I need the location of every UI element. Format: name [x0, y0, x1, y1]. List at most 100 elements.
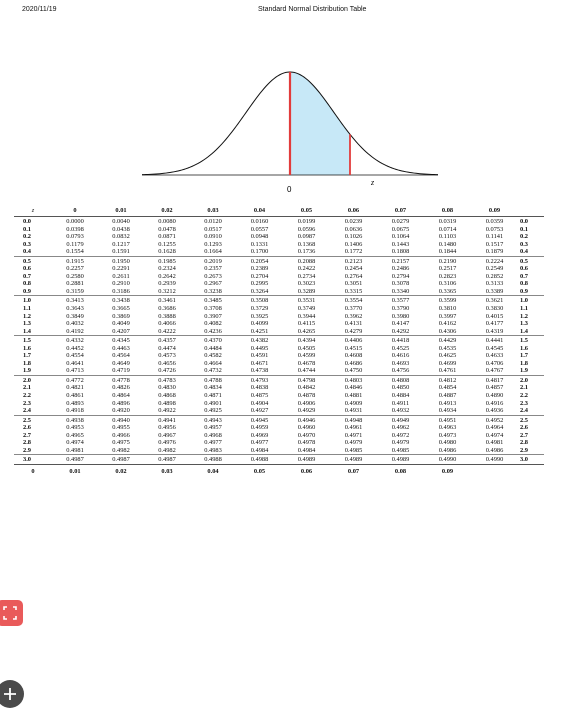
- probability-cell: 0.3159: [52, 287, 98, 297]
- probability-cell: 0.4591: [250, 352, 269, 360]
- probability-cell: 0.3869: [112, 312, 130, 320]
- probability-cell: 0.3888: [158, 312, 176, 320]
- table-row: 2.0 0.4772 0.4778 0.4783 0.4788 0.4793 0.4798 0…: [14, 375, 544, 384]
- table-row: 2.5 0.4938 0.4940 0.4941 0.4943 0.4945 0.4946 0…: [14, 415, 544, 424]
- probability-cell: 0.2611: [112, 272, 130, 280]
- probability-cell: 0.4980: [438, 439, 457, 447]
- probability-cell: 0.3729: [250, 305, 269, 313]
- z-value: 1.1: [23, 305, 31, 313]
- probability-cell: 0.2088: [297, 257, 316, 265]
- table-row: 2.6 0.4953 0.4955 0.4956 0.4957 0.4959 0.4960 0…: [14, 424, 544, 432]
- probability-cell: 0.1844: [424, 248, 471, 257]
- probability-cell: 0.0871: [158, 233, 176, 241]
- probability-cell: 0.4927: [236, 407, 283, 416]
- probability-cell: 0.1985: [158, 257, 176, 265]
- probability-cell: 0.4875: [250, 392, 269, 400]
- fit-screen-button[interactable]: [0, 600, 23, 626]
- probability-cell: 0.4744: [283, 367, 330, 376]
- probability-cell: 0.4961: [344, 424, 363, 432]
- probability-cell: 0.4977: [204, 439, 222, 447]
- probability-cell: 0.3051: [344, 280, 363, 288]
- probability-cell: 0.3997: [438, 312, 457, 320]
- probability-cell: 0.0398: [66, 225, 84, 233]
- probability-cell: 0.4147: [391, 320, 410, 328]
- probability-cell: 0.4788: [204, 376, 222, 384]
- column-footer: 0.07: [330, 463, 377, 478]
- probability-cell: 0.2454: [344, 265, 363, 273]
- probability-cell: 0.4911: [391, 399, 410, 407]
- probability-cell: 0.3438: [112, 297, 130, 305]
- probability-cell: 0.1808: [377, 248, 424, 257]
- probability-cell: 0.4821: [66, 384, 84, 392]
- probability-cell: 0.4693: [391, 359, 410, 367]
- probability-cell: 0.2190: [438, 257, 457, 265]
- probability-cell: 0.4812: [438, 376, 457, 384]
- probability-cell: 0.4418: [391, 337, 410, 345]
- table-footer-row: 0 0.01 0.02 0.03 0.04 0.05 0.06 0.07 0.0…: [14, 463, 544, 478]
- probability-cell: 0.3708: [204, 305, 222, 313]
- probability-cell: 0.0000: [66, 218, 84, 225]
- column-header: 0: [52, 204, 98, 217]
- probability-cell: 0.4582: [204, 352, 222, 360]
- z-value: 0.4: [14, 248, 52, 257]
- column-header: 0.02: [144, 204, 190, 217]
- probability-cell: 0.2939: [158, 280, 176, 288]
- add-button[interactable]: [0, 680, 24, 708]
- probability-cell: 0.1591: [98, 248, 144, 257]
- probability-cell: 0.0636: [344, 225, 363, 233]
- z-value-right: 1.7: [520, 352, 528, 360]
- probability-cell: 0.4963: [438, 424, 457, 432]
- probability-cell: 0.4406: [344, 337, 363, 345]
- probability-cell: 0.4962: [391, 424, 410, 432]
- z-value-right: 2.2: [520, 392, 528, 400]
- column-footer: 0.09: [424, 463, 471, 478]
- probability-cell: 0.4986: [471, 446, 518, 456]
- probability-cell: 0.4793: [250, 376, 269, 384]
- column-header: 0.05: [283, 204, 330, 217]
- z-value: 0.3: [23, 240, 31, 248]
- probability-cell: 0.3365: [424, 287, 471, 297]
- probability-cell: 0.4985: [330, 446, 377, 456]
- probability-cell: 0.4192: [52, 327, 98, 337]
- z-value: 1.7: [23, 352, 31, 360]
- z-value-right: 0.3: [520, 240, 528, 248]
- probability-cell: 0.4925: [190, 407, 236, 416]
- probability-cell: 0.2823: [438, 272, 457, 280]
- probability-cell: 0.3810: [438, 305, 457, 313]
- probability-cell: 0.4964: [485, 424, 504, 432]
- probability-cell: 0.0832: [112, 233, 130, 241]
- probability-cell: 0.4864: [112, 392, 130, 400]
- probability-cell: 0.4969: [250, 431, 269, 439]
- probability-cell: 0.4881: [344, 392, 363, 400]
- probability-cell: 0.4884: [391, 392, 410, 400]
- probability-cell: 0.4535: [438, 344, 457, 352]
- normal-curve-figure: 0 z: [140, 40, 440, 205]
- probability-cell: 0.1255: [158, 240, 176, 248]
- probability-cell: 0.1026: [344, 233, 363, 241]
- table-row: 2.4 0.4918 0.4920 0.4922 0.4925 0.4927 0.4929 0…: [14, 407, 544, 416]
- probability-cell: 0.4817: [485, 376, 504, 384]
- z-axis-label: z: [370, 178, 375, 187]
- probability-cell: 0.3389: [471, 287, 518, 297]
- column-header: 0.07: [377, 204, 424, 217]
- probability-cell: 0.2995: [250, 280, 269, 288]
- probability-cell: 0.2549: [485, 265, 504, 273]
- probability-cell: 0.4850: [391, 384, 410, 392]
- probability-cell: 0.4686: [344, 359, 363, 367]
- column-footer: 0.05: [236, 463, 283, 478]
- probability-cell: 0.1103: [438, 233, 457, 241]
- z-value-right: 2.1: [520, 384, 528, 392]
- probability-cell: 0.4761: [424, 367, 471, 376]
- probability-cell: 0.4970: [297, 431, 316, 439]
- probability-cell: 0.4968: [204, 431, 222, 439]
- probability-cell: 0.4474: [158, 344, 176, 352]
- probability-cell: 0.4871: [204, 392, 222, 400]
- z-value: 0.1: [23, 225, 31, 233]
- probability-cell: 0.2324: [158, 265, 176, 273]
- probability-cell: 0.4032: [66, 320, 84, 328]
- probability-cell: 0.4938: [66, 416, 84, 424]
- probability-cell: 0.4929: [283, 407, 330, 416]
- z-value: 2.4: [14, 407, 52, 416]
- z-value: 2.6: [23, 424, 31, 432]
- table-row: 0.4 0.1554 0.1591 0.1628 0.1664 0.1700 0.1736 0…: [14, 248, 544, 257]
